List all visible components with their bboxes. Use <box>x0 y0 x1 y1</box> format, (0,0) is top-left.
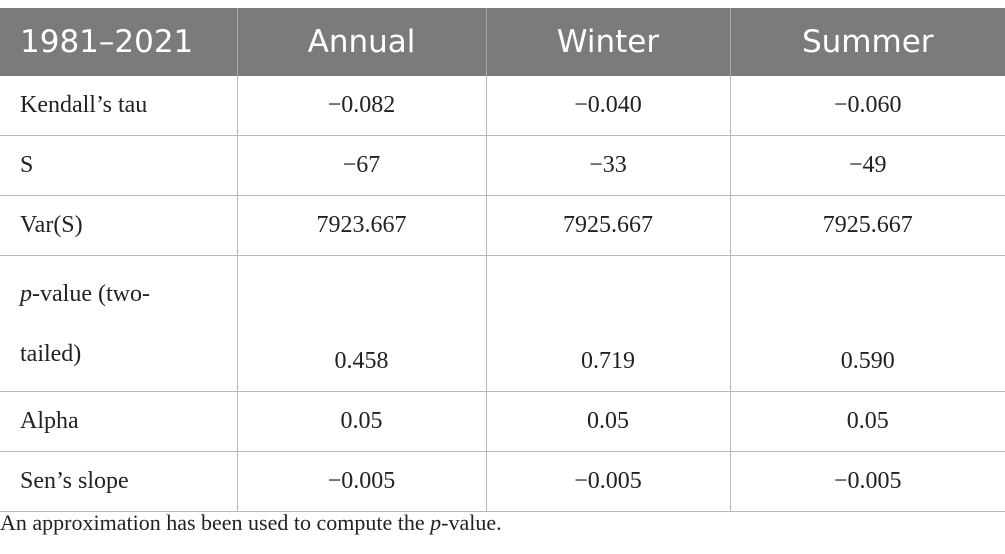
header-summer: Summer <box>730 8 1005 76</box>
table-row: Sen’s slope −0.005 −0.005 −0.005 <box>0 451 1005 512</box>
cell-annual: 0.458 <box>237 255 487 392</box>
table-row: Var(S) 7923.667 7925.667 7925.667 <box>0 195 1005 256</box>
row-label-line2: tailed) <box>20 340 82 367</box>
cell-winter: 7925.667 <box>486 195 731 256</box>
table-body: Kendall’s tau −0.082 −0.040 −0.060 S −67… <box>0 76 1005 512</box>
row-label: Sen’s slope <box>0 451 238 512</box>
table-header: 1981–2021 Annual Winter Summer <box>0 8 1005 76</box>
row-label: Kendall’s tau <box>0 76 238 136</box>
footnote-text-italic: p <box>430 510 442 535</box>
footnote-text-after: -value. <box>441 510 502 535</box>
table-row: p-value (two-tailed) 0.458 0.719 0.590 <box>0 255 1005 392</box>
cell-winter: 0.05 <box>486 391 731 452</box>
header-winter: Winter <box>486 8 731 76</box>
cell-annual: 0.05 <box>237 391 487 452</box>
header-row: 1981–2021 Annual Winter Summer <box>0 8 1005 76</box>
mann-kendall-table: 1981–2021 Annual Winter Summer Kendall’s… <box>0 8 1005 512</box>
cell-annual: 7923.667 <box>237 195 487 256</box>
table-row: S −67 −33 −49 <box>0 135 1005 196</box>
cell-winter: −33 <box>486 135 731 196</box>
cell-summer: −0.005 <box>730 451 1005 512</box>
cell-summer: 0.590 <box>730 255 1005 392</box>
row-label: Alpha <box>0 391 238 452</box>
cell-summer: −0.060 <box>730 76 1005 136</box>
table-row: Kendall’s tau −0.082 −0.040 −0.060 <box>0 76 1005 136</box>
cell-annual: −0.082 <box>237 76 487 136</box>
cell-annual: −0.005 <box>237 451 487 512</box>
row-label: Var(S) <box>0 195 238 256</box>
cell-summer: −49 <box>730 135 1005 196</box>
row-label-italic: p <box>20 280 32 307</box>
cell-annual: −67 <box>237 135 487 196</box>
cell-summer: 0.05 <box>730 391 1005 452</box>
row-label: S <box>0 135 238 196</box>
row-label-rest: -value (two- <box>32 280 150 307</box>
header-annual: Annual <box>237 8 487 76</box>
cell-winter: −0.005 <box>486 451 731 512</box>
table-container: 1981–2021 Annual Winter Summer Kendall’s… <box>0 8 1005 512</box>
row-label: p-value (two-tailed) <box>0 255 238 392</box>
cell-winter: 0.719 <box>486 255 731 392</box>
table-row: Alpha 0.05 0.05 0.05 <box>0 391 1005 452</box>
table-footnote: An approximation has been used to comput… <box>0 510 502 536</box>
cell-winter: −0.040 <box>486 76 731 136</box>
footnote-text-before: An approximation has been used to comput… <box>0 510 431 535</box>
cell-summer: 7925.667 <box>730 195 1005 256</box>
header-period: 1981–2021 <box>0 8 238 76</box>
